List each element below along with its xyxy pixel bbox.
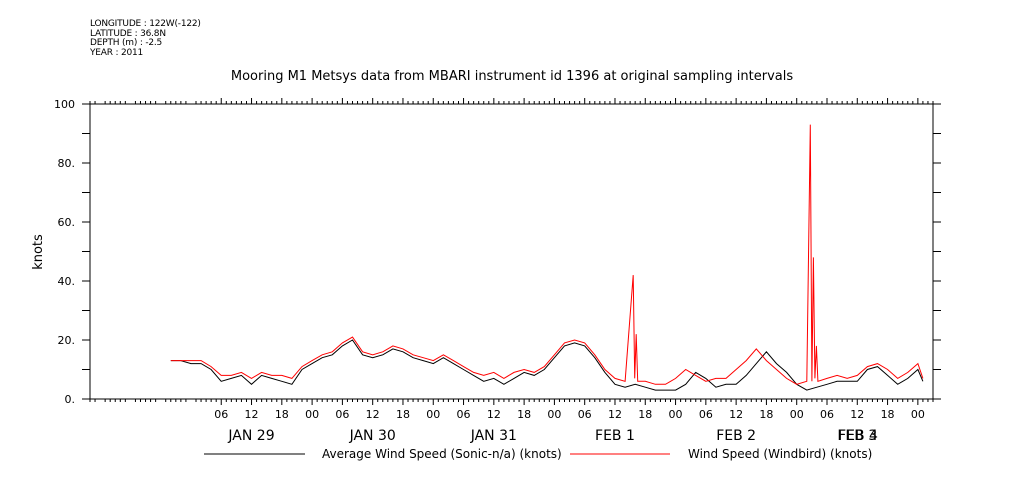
plot-frame <box>89 103 934 400</box>
x-tick-label: 18 <box>396 408 410 421</box>
x-tick-label: 12 <box>487 408 501 421</box>
day-label: JAN 29 <box>227 428 274 444</box>
x-tick-label: 18 <box>638 408 652 421</box>
x-tick-label: 00 <box>305 408 319 421</box>
x-tick-labels: 06 12 18 00 06 12 18 00 06 12 18 00 06 12 18 00 06 12 18 00… <box>214 408 925 421</box>
y-tick-label: 20. <box>58 334 76 347</box>
metadata-block: LONGITUDE : 122W(-122) LATITUDE : 36.8N … <box>90 19 201 58</box>
y-tick-label: 80. <box>58 157 76 170</box>
day-label: JAN 30 <box>349 428 396 444</box>
legend-label-average: Average Wind Speed (Sonic-n/a) (knots) <box>322 447 562 461</box>
x-tick-label: 00 <box>547 408 561 421</box>
y-tick-label: 40. <box>58 275 76 288</box>
x-tick-label: 06 <box>699 408 713 421</box>
series-line-average-wind-speed <box>170 339 924 391</box>
day-label: FEB 1 <box>595 428 635 444</box>
y-tick-label: 0. <box>65 393 76 406</box>
legend-label-windbird: Wind Speed (Windbird) (knots) <box>688 447 872 461</box>
x-tick-label: 18 <box>517 408 531 421</box>
series-line-windbird-wind-speed <box>170 124 924 385</box>
x-tick-label: 18 <box>275 408 289 421</box>
depth-label: DEPTH (m) : -2.5 <box>90 38 163 48</box>
day-label: FEB 2 <box>716 428 756 444</box>
x-tick-label: 12 <box>850 408 864 421</box>
x-tick-label: 06 <box>457 408 471 421</box>
longitude-label: LONGITUDE : 122W(-122) <box>90 19 201 29</box>
series-layer <box>170 124 924 391</box>
x-tick-label: 12 <box>366 408 380 421</box>
y-tick-labels: 0. 20. 40. 60. 80. 100 <box>54 98 75 406</box>
axis-ticks <box>82 98 941 405</box>
x-tick-label: 12 <box>608 408 622 421</box>
x-tick-label: 06 <box>335 408 349 421</box>
day-label: JAN 31 <box>470 428 517 444</box>
x-tick-label: 06 <box>214 408 228 421</box>
x-tick-label: 12 <box>245 408 259 421</box>
y-tick-label: 60. <box>58 216 76 229</box>
latitude-label: LATITUDE : 36.8N <box>90 28 166 39</box>
day-label: FEB 3 <box>837 428 877 444</box>
x-tick-label: 00 <box>790 408 804 421</box>
chart-title: Mooring M1 Metsys data from MBARI instru… <box>231 69 793 84</box>
x-tick-label: 00 <box>669 408 683 421</box>
x-tick-label: 18 <box>881 408 895 421</box>
year-label: YEAR : 2011 <box>90 47 144 58</box>
x-tick-label: 06 <box>578 408 592 421</box>
x-tick-label: 18 <box>759 408 773 421</box>
y-tick-label: 100 <box>54 98 75 111</box>
day-label: FEB 4 <box>838 428 878 444</box>
x-tick-label: 06 <box>820 408 834 421</box>
y-axis-label: knots <box>31 234 46 270</box>
x-tick-label: 00 <box>426 408 440 421</box>
x-tick-label: 12 <box>729 408 743 421</box>
legend: Average Wind Speed (Sonic-n/a) (knots) W… <box>204 447 872 461</box>
x-tick-label: 00 <box>911 408 925 421</box>
